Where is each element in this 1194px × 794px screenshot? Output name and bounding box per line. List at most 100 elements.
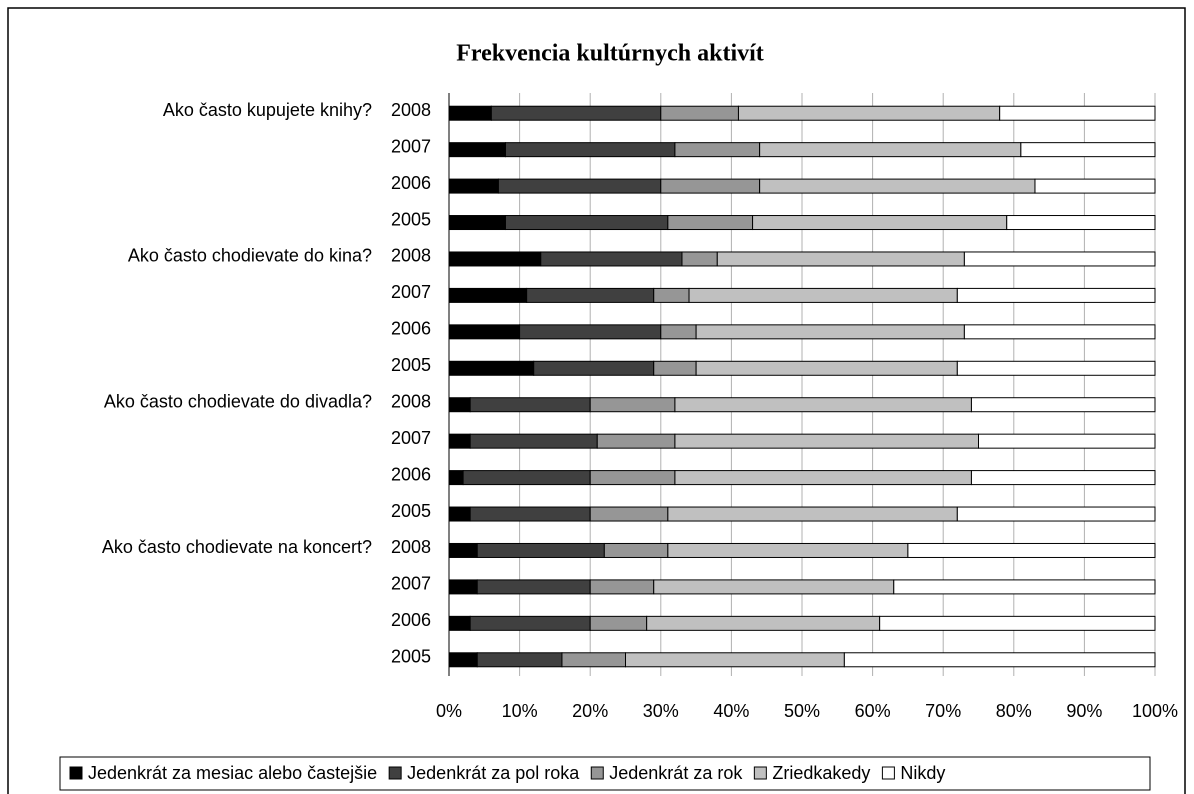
legend-label: Jedenkrát za rok <box>609 763 743 783</box>
legend-swatch <box>590 766 604 780</box>
bar-segment <box>1020 142 1156 158</box>
bar-segment <box>448 324 521 340</box>
y-tick-label: 2005 <box>391 355 431 375</box>
bar-segment <box>469 397 591 413</box>
bar-segment <box>561 652 627 668</box>
bar-segment <box>759 178 1036 194</box>
bar-segment <box>448 287 528 303</box>
y-tick-label: 2008 <box>391 100 431 120</box>
bar-segment <box>879 615 1156 631</box>
bar-segment <box>504 142 676 158</box>
bar-segment <box>893 579 1156 595</box>
bar-segment <box>688 287 958 303</box>
group-label: Ako často kupujete knihy? <box>163 100 372 120</box>
bar-segment <box>978 433 1156 449</box>
bar-segment <box>956 360 1156 376</box>
legend-box <box>59 756 1151 791</box>
bar-segment <box>589 615 648 631</box>
y-tick-label: 2007 <box>391 136 431 156</box>
bar-segment <box>476 579 591 595</box>
legend-label: Jedenkrát za pol roka <box>407 763 580 783</box>
bar-segment <box>695 360 958 376</box>
bar-segment <box>667 542 909 558</box>
x-tick-label: 40% <box>713 701 749 721</box>
bar-segment <box>667 506 958 522</box>
bar-segment <box>469 433 598 449</box>
bar-segment <box>667 215 754 231</box>
bar-segment <box>653 579 895 595</box>
bar-segment <box>589 579 655 595</box>
bar-segment <box>681 251 718 267</box>
legend-label: Nikdy <box>900 763 945 783</box>
bar-segment <box>956 287 1156 303</box>
x-tick-label: 90% <box>1066 701 1102 721</box>
bar-segment <box>448 215 506 231</box>
x-tick-label: 10% <box>502 701 538 721</box>
y-tick-label: 2006 <box>391 319 431 339</box>
bar-segment <box>1034 178 1156 194</box>
x-tick-label: 60% <box>855 701 891 721</box>
bar-segment <box>448 433 471 449</box>
y-tick-label: 2008 <box>391 246 431 266</box>
y-tick-label: 2006 <box>391 464 431 484</box>
legend-swatch <box>388 766 402 780</box>
y-tick-label: 2006 <box>391 610 431 630</box>
bar-segment <box>589 397 676 413</box>
bar-segment <box>490 105 662 121</box>
y-tick-label: 2006 <box>391 173 431 193</box>
bar-segment <box>469 615 591 631</box>
bar-segment <box>589 506 669 522</box>
bar-segment <box>596 433 676 449</box>
bar-segment <box>448 397 471 413</box>
bar-segment <box>448 579 478 595</box>
bar-segment <box>540 251 683 267</box>
y-tick-label: 2005 <box>391 501 431 521</box>
bar-segment <box>462 470 591 486</box>
x-tick-label: 30% <box>643 701 679 721</box>
bar-segment <box>674 397 972 413</box>
bar-segment <box>469 506 591 522</box>
chart-title: Frekvencia kultúrnych aktivít <box>456 41 764 67</box>
bar-segment <box>660 178 761 194</box>
y-tick-label: 2005 <box>391 647 431 667</box>
bar-segment <box>737 105 1001 121</box>
bar-segment <box>533 360 655 376</box>
bar-segment <box>526 287 655 303</box>
bar-segment <box>963 251 1156 267</box>
bar-segment <box>759 142 1022 158</box>
bar-segment <box>956 506 1156 522</box>
bar-segment <box>448 360 535 376</box>
y-tick-label: 2008 <box>391 391 431 411</box>
legend-swatch <box>69 766 83 780</box>
x-tick-label: 50% <box>784 701 820 721</box>
bar-segment <box>476 652 563 668</box>
x-tick-label: 0% <box>436 701 462 721</box>
bar-segment <box>843 652 1156 668</box>
bar-segment <box>448 470 464 486</box>
bar-segment <box>448 251 542 267</box>
bar-segment <box>646 615 881 631</box>
bar-segment <box>970 397 1156 413</box>
y-tick-label: 2007 <box>391 282 431 302</box>
bar-segment <box>674 142 761 158</box>
y-tick-label: 2005 <box>391 209 431 229</box>
x-tick-label: 80% <box>996 701 1032 721</box>
group-label: Ako často chodievate do kina? <box>128 246 372 266</box>
bar-segment <box>625 652 845 668</box>
x-tick-label: 100% <box>1132 701 1178 721</box>
bar-segment <box>476 542 605 558</box>
y-tick-label: 2008 <box>391 537 431 557</box>
bar-segment <box>970 470 1156 486</box>
bar-segment <box>716 251 965 267</box>
bar-segment <box>963 324 1156 340</box>
bar-segment <box>448 542 478 558</box>
bar-segment <box>448 142 506 158</box>
bar-segment <box>504 215 669 231</box>
bar-segment <box>448 105 492 121</box>
y-tick-label: 2007 <box>391 574 431 594</box>
group-label: Ako často chodievate do divadla? <box>104 391 372 411</box>
bar-segment <box>448 506 471 522</box>
bar-segment <box>660 105 739 121</box>
legend-label: Jedenkrát za mesiac alebo častejšie <box>88 763 377 783</box>
